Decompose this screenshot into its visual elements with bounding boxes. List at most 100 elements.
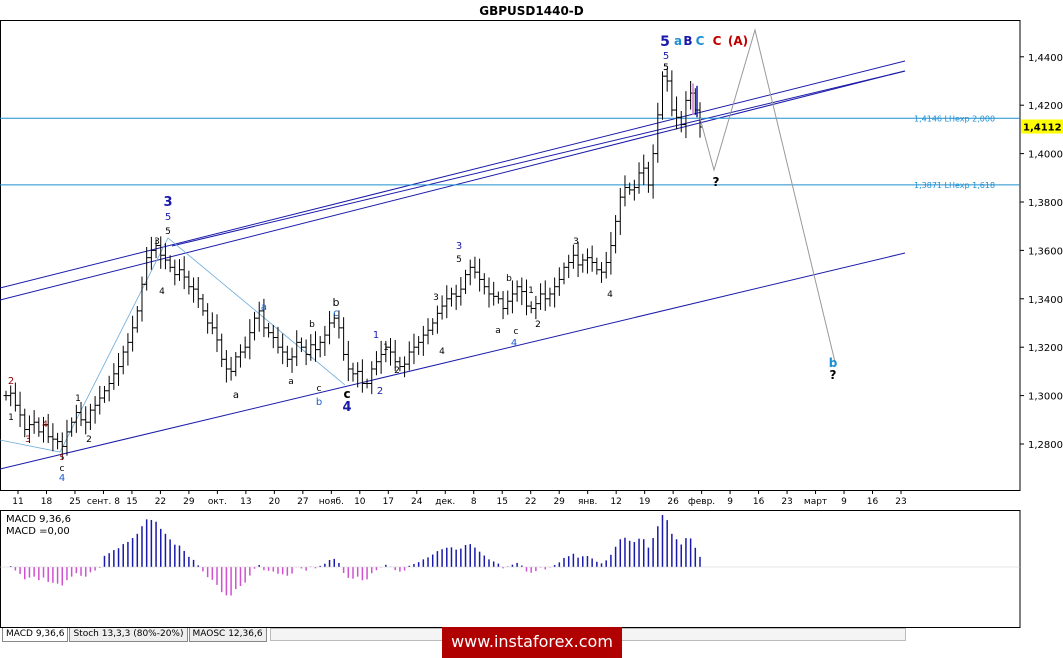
trend-channel-line bbox=[0, 252, 906, 470]
chart-title: GBPUSD1440-D bbox=[479, 4, 584, 18]
wave-label: 4 bbox=[159, 287, 165, 297]
wave-label: 3 bbox=[456, 241, 462, 252]
price-tick-label: 1,3400 bbox=[1028, 295, 1063, 306]
wave-label: 2 bbox=[377, 386, 383, 397]
date-tick-label: окт. bbox=[208, 497, 227, 507]
price-tick-label: 1,4200 bbox=[1028, 101, 1063, 112]
wave-label: a bbox=[495, 326, 501, 336]
date-tick-label: нояб. bbox=[319, 497, 344, 507]
price-tick-label: 1,4400 bbox=[1028, 53, 1063, 64]
wave-label: 2 bbox=[8, 376, 14, 387]
date-tick-label: 29 bbox=[553, 497, 565, 507]
fib-level-label: 1,4146 LHexp 2,000 bbox=[914, 114, 995, 123]
wave-label: 1 bbox=[528, 286, 534, 296]
indicator-pane-frame bbox=[0, 510, 1021, 628]
date-tick-label: дек. bbox=[435, 497, 455, 507]
wave-zigzag bbox=[0, 237, 346, 453]
wave-label: 3 bbox=[433, 293, 439, 303]
wave-label: c bbox=[514, 327, 519, 337]
wave-label: a bbox=[261, 302, 267, 313]
date-tick-label: 15 bbox=[496, 497, 507, 507]
date-tick-label: 23 bbox=[895, 497, 906, 507]
date-tick-label: 20 bbox=[269, 497, 281, 507]
wave-label: 3 bbox=[25, 435, 31, 445]
wave-top-label: a bbox=[674, 34, 682, 48]
date-tick-label: 23 bbox=[781, 497, 792, 507]
wave-top-label: C bbox=[696, 34, 705, 48]
price-tick-label: 1,3200 bbox=[1028, 343, 1063, 354]
date-tick-label: 19 bbox=[639, 497, 651, 507]
wave-label: a bbox=[233, 390, 239, 401]
date-tick-label: 13 bbox=[240, 497, 251, 507]
tab-macd[interactable]: MACD 9,36,6 bbox=[2, 628, 69, 642]
date-tick-label: 18 bbox=[41, 497, 53, 507]
wave-label: 5 bbox=[663, 51, 669, 62]
wave-top-label: B bbox=[683, 34, 692, 48]
wave-top-label: C bbox=[713, 34, 722, 48]
wave-label: 1 bbox=[373, 330, 379, 341]
date-tick-label: 9 bbox=[841, 497, 847, 507]
wave-label: 2 bbox=[535, 320, 541, 330]
date-tick-label: 22 bbox=[525, 497, 536, 507]
wave-label: 5 bbox=[165, 227, 171, 237]
date-tick-label: 22 bbox=[155, 497, 166, 507]
wave-label: ? bbox=[713, 175, 720, 189]
date-tick-label: 25 bbox=[69, 497, 80, 507]
price-tick-label: 1,3800 bbox=[1028, 198, 1063, 209]
date-tick-label: 9 bbox=[727, 497, 733, 507]
date-tick-label: 29 bbox=[183, 497, 195, 507]
wave-top-label: (A) bbox=[728, 34, 748, 48]
date-tick-label: февр. bbox=[688, 497, 715, 507]
wave-label: 1 bbox=[383, 343, 389, 353]
date-tick-label: сент. 8 bbox=[87, 497, 120, 507]
forecast-path bbox=[699, 28, 836, 363]
wave-label: ? bbox=[830, 368, 837, 382]
wave-label: 4 bbox=[59, 473, 65, 484]
wave-label: 4 bbox=[511, 338, 517, 349]
wave-label: b bbox=[333, 296, 340, 309]
date-tick-label: 11 bbox=[12, 497, 23, 507]
tab-maosc[interactable]: MAOSC 12,36,6 bbox=[188, 628, 267, 642]
date-tick-label: 26 bbox=[667, 497, 679, 507]
price-tick-label: 1,2800 bbox=[1028, 440, 1063, 451]
wave-label: b bbox=[309, 320, 315, 330]
wave-label: 2 bbox=[86, 435, 92, 445]
current-price-label: 1,4112 bbox=[1023, 122, 1062, 133]
wave-label: b bbox=[829, 356, 838, 370]
wave-label: 5 bbox=[663, 63, 669, 73]
wave-label: 3 bbox=[163, 195, 172, 210]
wave-label: 4 bbox=[342, 400, 351, 415]
tab-stoch[interactable]: Stoch 13,3,3 (80%-20%) bbox=[69, 628, 188, 642]
date-tick-label: 16 bbox=[753, 497, 765, 507]
fib-level-label: 1,3871 LHexp 1,618 bbox=[914, 181, 995, 190]
wave-label: 1 bbox=[8, 413, 14, 423]
wave-label: 3 bbox=[154, 237, 160, 247]
watermark: www.instaforex.com bbox=[442, 627, 622, 658]
wave-label: 5 bbox=[456, 255, 462, 265]
wave-label: 1 bbox=[75, 394, 81, 404]
price-tick-label: 1,3000 bbox=[1028, 392, 1063, 403]
date-tick-label: 10 bbox=[354, 497, 366, 507]
macd-label: MACD 9,36,6 bbox=[6, 514, 71, 525]
date-tick-label: 27 bbox=[297, 497, 308, 507]
date-tick-label: 16 bbox=[867, 497, 879, 507]
wave-label: 4 bbox=[439, 347, 445, 357]
date-tick-label: март bbox=[804, 497, 827, 507]
indicator-tabs: MACD 9,36,6 Stoch 13,3,3 (80%-20%) MAOSC… bbox=[2, 628, 268, 642]
price-pane-frame bbox=[0, 20, 1021, 491]
price-tick-label: 1,4000 bbox=[1028, 150, 1063, 161]
wave-label: 5 bbox=[165, 212, 171, 223]
wave-label: c bbox=[343, 387, 350, 401]
wave-label: 5 bbox=[663, 63, 669, 73]
wave-label: c bbox=[60, 464, 65, 474]
wave-label: 4 bbox=[42, 420, 48, 430]
wave-label: c bbox=[317, 384, 322, 394]
trend-channel-line bbox=[0, 70, 906, 301]
wave-label: a bbox=[288, 377, 294, 387]
date-tick-label: 8 bbox=[471, 497, 477, 507]
macd-value-label: MACD =0,00 bbox=[6, 526, 70, 537]
trend-channel-line bbox=[171, 70, 906, 247]
date-tick-label: янв. bbox=[578, 497, 597, 507]
